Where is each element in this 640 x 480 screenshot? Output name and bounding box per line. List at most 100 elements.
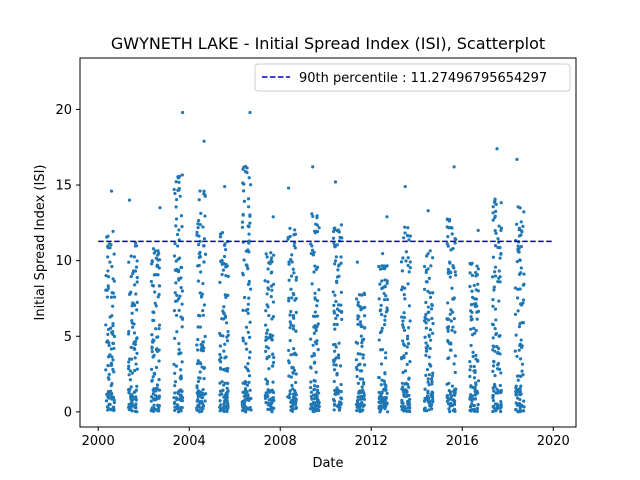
data-point <box>241 181 245 185</box>
data-point <box>157 388 162 392</box>
data-point <box>270 408 274 412</box>
data-point <box>196 392 200 396</box>
data-point <box>473 331 477 335</box>
data-point <box>287 278 291 282</box>
x-axis: 2000 2004 2008 2012 2016 2020 <box>82 427 570 449</box>
data-point <box>105 295 109 299</box>
data-point <box>106 332 110 336</box>
data-point <box>470 289 474 293</box>
data-point <box>220 380 224 384</box>
data-point <box>378 394 383 398</box>
data-point <box>242 295 247 300</box>
data-point <box>491 255 495 259</box>
data-point <box>175 293 179 297</box>
data-point <box>382 323 387 327</box>
data-point <box>288 392 292 396</box>
data-point <box>499 399 503 404</box>
data-point <box>491 211 495 215</box>
data-point <box>200 346 204 350</box>
data-point <box>201 391 205 395</box>
data-point <box>408 397 412 401</box>
data-point <box>514 333 518 337</box>
data-point <box>339 290 343 294</box>
data-point <box>203 399 207 403</box>
data-point <box>247 232 251 236</box>
data-point <box>112 346 116 351</box>
data-point <box>289 322 293 327</box>
data-point <box>198 400 202 404</box>
data-point <box>155 386 159 390</box>
data-point <box>519 229 524 233</box>
data-point <box>246 197 251 201</box>
data-point <box>476 379 481 383</box>
data-point <box>448 410 452 414</box>
data-point <box>494 202 498 206</box>
data-point <box>111 341 115 345</box>
data-point <box>291 267 295 271</box>
data-point <box>241 336 245 340</box>
data-point <box>404 250 408 254</box>
data-point <box>427 355 431 359</box>
data-point <box>313 291 317 295</box>
data-point <box>425 394 430 398</box>
data-point <box>294 380 298 385</box>
data-point <box>225 408 229 412</box>
data-point <box>156 273 160 277</box>
data-point <box>406 326 411 330</box>
data-point <box>513 312 518 316</box>
data-point <box>407 304 412 308</box>
data-point <box>266 346 270 350</box>
data-point <box>427 310 431 314</box>
data-point <box>453 370 457 375</box>
data-point <box>384 404 388 408</box>
data-point <box>428 295 433 299</box>
data-point <box>516 389 520 393</box>
data-point <box>498 280 502 284</box>
data-point <box>361 356 365 360</box>
data-point <box>270 288 274 292</box>
data-point <box>519 233 523 237</box>
data-point <box>130 371 134 375</box>
data-point <box>196 359 200 363</box>
data-point <box>426 305 430 309</box>
data-point <box>333 342 337 347</box>
data-point <box>179 265 183 269</box>
data-point <box>218 399 222 403</box>
data-point <box>157 359 161 363</box>
data-point <box>157 348 161 352</box>
data-point <box>430 302 434 307</box>
data-point <box>246 362 250 366</box>
data-point <box>380 286 384 291</box>
data-point <box>381 266 385 271</box>
data-point <box>180 289 184 293</box>
data-point <box>470 399 474 403</box>
data-point <box>108 315 112 319</box>
data-point <box>519 392 523 396</box>
data-point <box>265 355 269 360</box>
data-point <box>111 304 115 308</box>
data-point <box>408 266 412 270</box>
data-point <box>271 334 275 338</box>
data-point <box>107 242 111 246</box>
data-point <box>424 349 429 353</box>
data-point <box>428 364 433 368</box>
y-axis: 0 5 10 15 20 <box>55 103 80 420</box>
data-point <box>309 337 313 341</box>
data-point <box>469 315 473 319</box>
data-point <box>292 400 296 404</box>
data-point <box>126 367 131 371</box>
data-point <box>426 380 430 384</box>
data-point <box>226 329 230 334</box>
data-point <box>268 390 272 394</box>
data-point <box>335 279 339 283</box>
data-point <box>109 189 114 193</box>
data-point <box>197 410 202 414</box>
data-point <box>339 261 343 265</box>
data-point <box>332 303 336 307</box>
data-point <box>476 402 480 407</box>
data-point <box>104 368 108 372</box>
data-point <box>267 398 271 402</box>
data-point <box>335 322 339 327</box>
data-point <box>106 364 110 368</box>
data-point <box>384 310 389 314</box>
